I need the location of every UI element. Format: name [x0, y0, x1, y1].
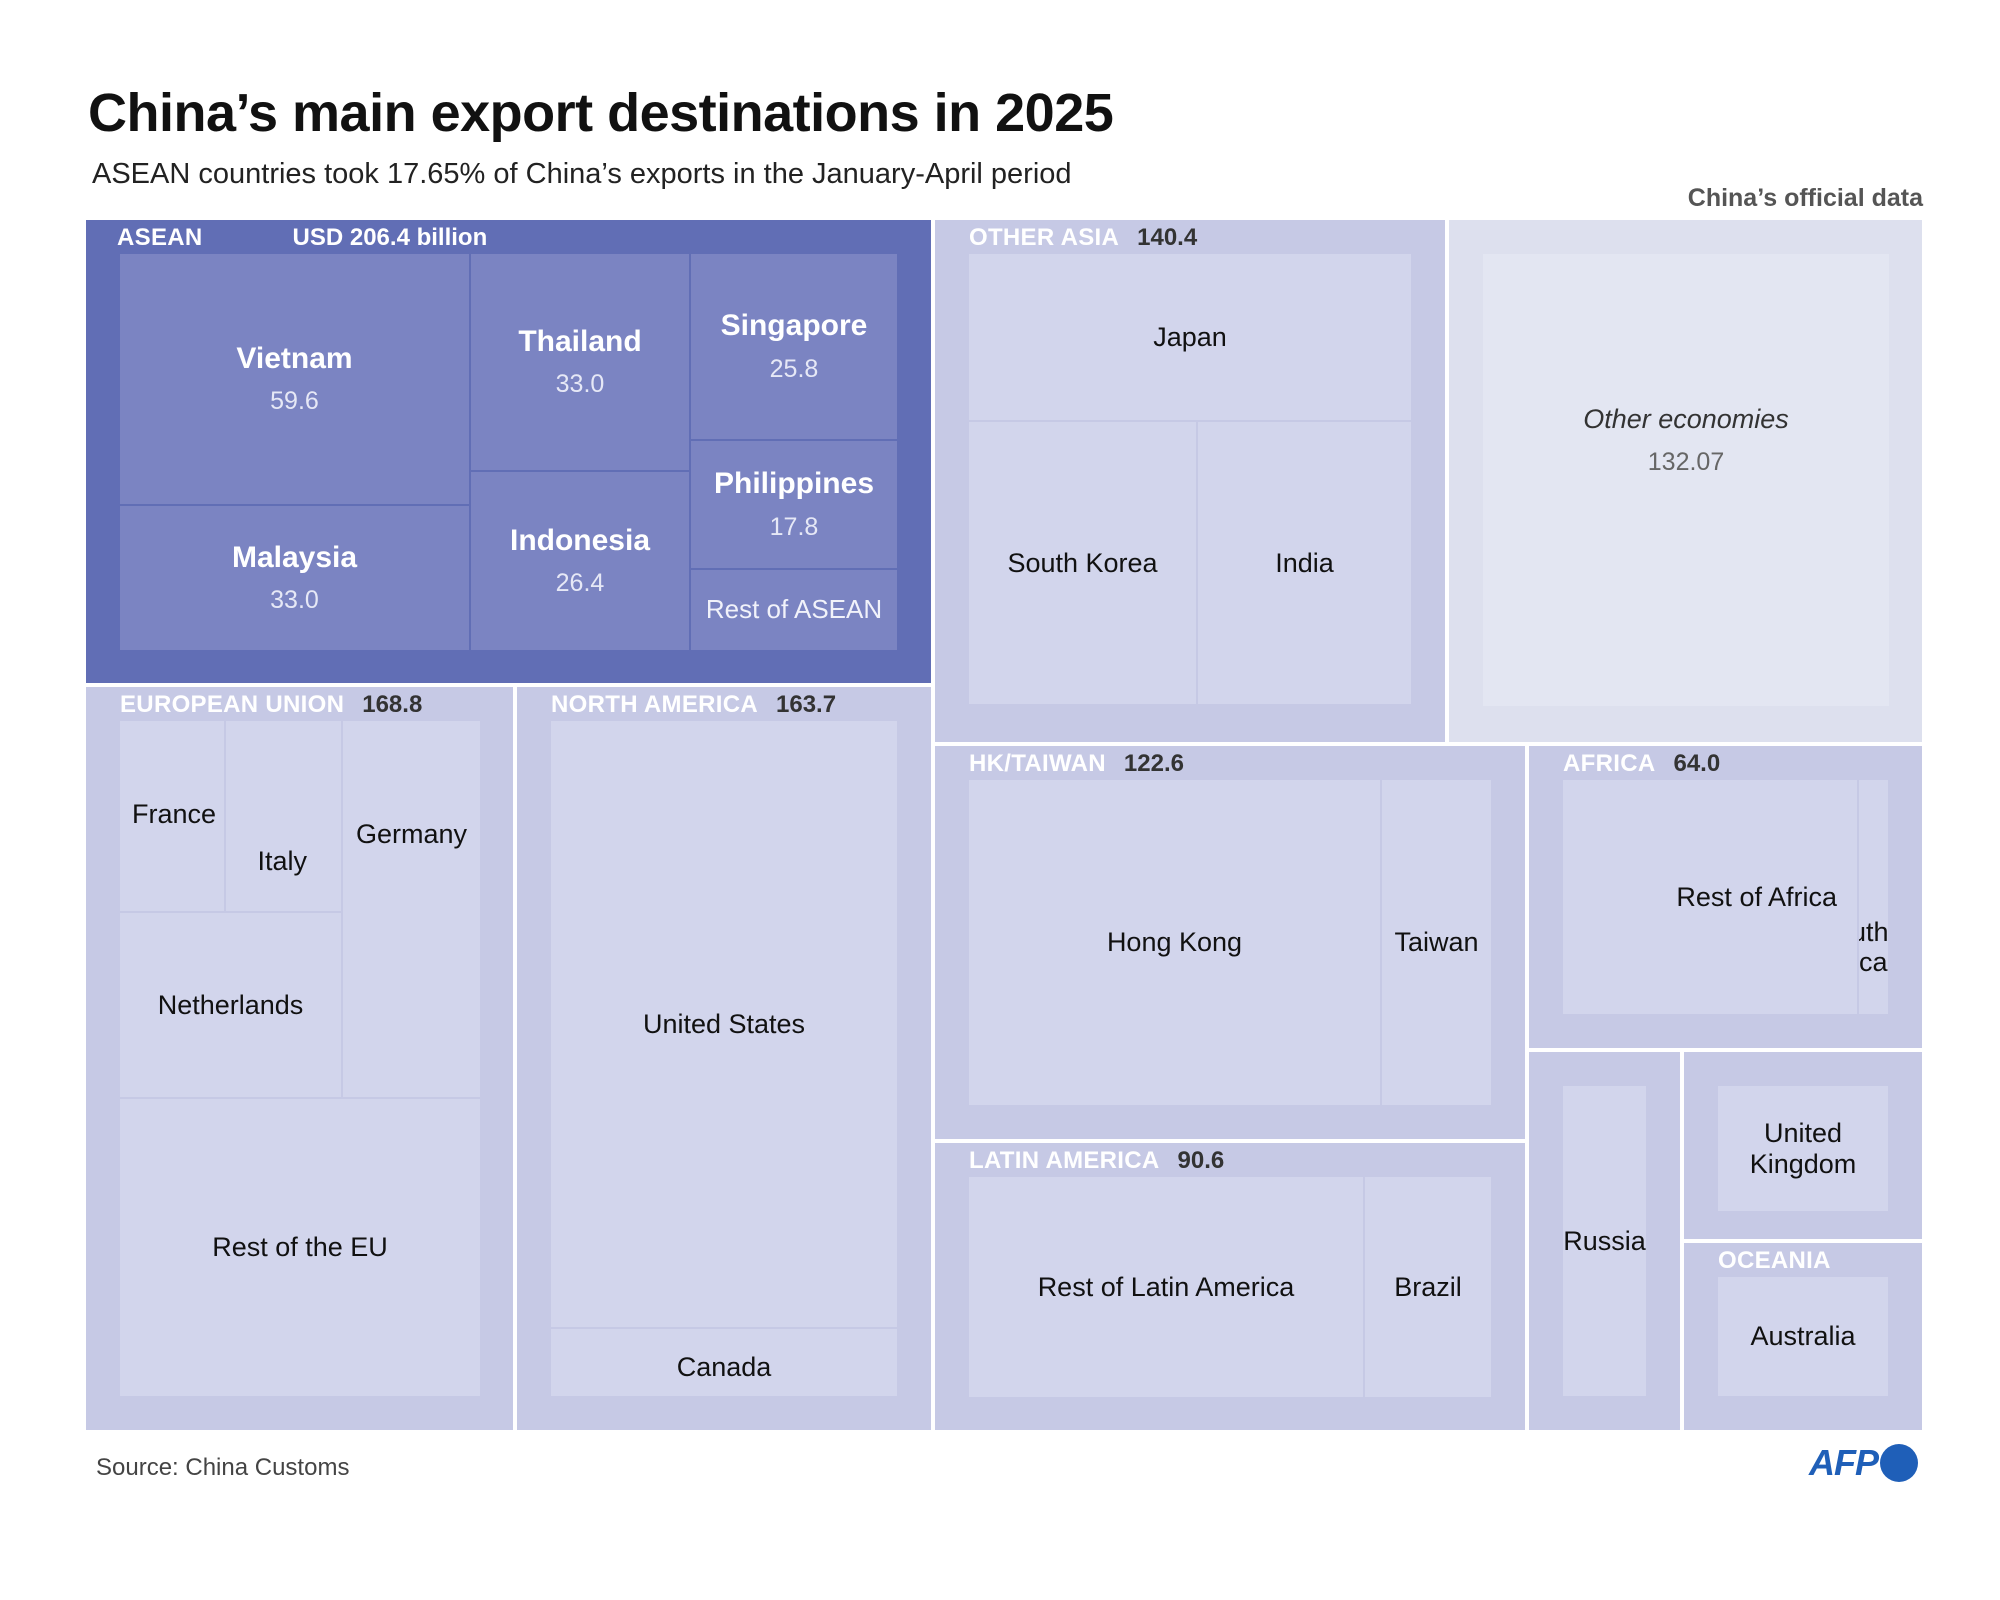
tile-label: Rest of the EU — [212, 1232, 388, 1263]
tile-malaysia: Malaysia 33.0 — [120, 506, 469, 650]
region-name: OTHER ASIA — [969, 224, 1120, 251]
tile-other-economies: Other economies 132.07 — [1483, 254, 1889, 706]
region-value: 163.7 — [776, 691, 837, 718]
tile-label: Taiwan — [1394, 927, 1479, 958]
chart-subtitle: ASEAN countries took 17.65% of China’s e… — [92, 158, 1072, 190]
region-name: HK/TAIWAN — [969, 750, 1106, 777]
region-header: HK/TAIWAN 122.6 — [969, 750, 1184, 778]
tile-germany: Germany — [343, 721, 480, 1097]
tile-label: Italy — [257, 846, 307, 876]
tile-label: France — [132, 799, 217, 829]
tile-brazil: Brazil — [1365, 1177, 1491, 1397]
tile-united-kingdom: United Kingdom — [1718, 1086, 1888, 1211]
tile-rest-of-africa: Rest of Africa — [1563, 780, 1857, 1014]
tile-label: Canada — [676, 1352, 772, 1383]
tile-thailand: Thailand 33.0 — [471, 254, 689, 470]
tile-indonesia: Indonesia 26.4 — [471, 472, 689, 650]
region-header: NORTH AMERICA 163.7 — [551, 691, 836, 719]
region-value: 90.6 — [1177, 1147, 1225, 1174]
chart-title: China’s main export destinations in 2025 — [88, 83, 1114, 143]
region-header: AFRICA 64.0 — [1563, 750, 1720, 778]
tile-label: Vietnam — [236, 341, 353, 375]
tile-australia: Australia — [1718, 1277, 1888, 1396]
tile-rest-of-latin-america: Rest of Latin America — [969, 1177, 1363, 1397]
tile-label: India — [1275, 547, 1334, 578]
region-name: OCEANIA — [1718, 1247, 1831, 1274]
tile-label: Singapore — [720, 309, 868, 343]
tile-rest-of-the-eu: Rest of the EU — [120, 1099, 480, 1396]
tile-label: Other economies — [1583, 404, 1789, 434]
tile-label: Rest of Africa — [1676, 881, 1837, 912]
tile-label: Hong Kong — [1106, 927, 1243, 958]
tile-label: Japan — [1153, 321, 1227, 352]
region-name: AFRICA — [1563, 750, 1656, 777]
tile-label: South Korea — [1007, 547, 1158, 578]
tile-label: Germany — [355, 819, 468, 849]
tile-label: Australia — [1750, 1321, 1856, 1352]
logo-dot-icon — [1880, 1444, 1918, 1482]
tile-france: France — [120, 721, 224, 911]
tile-value: 59.6 — [270, 387, 319, 416]
tile-india: India — [1198, 422, 1411, 704]
tile-italy: Italy — [226, 721, 341, 911]
region-name: ASEAN — [117, 224, 203, 251]
tile-label: Rest of Latin America — [1037, 1271, 1295, 1302]
tile-label: United Kingdom — [1749, 1118, 1857, 1179]
tile-taiwan: Taiwan — [1382, 780, 1491, 1105]
tile-label: Netherlands — [157, 989, 304, 1020]
tile-vietnam: Vietnam 59.6 — [120, 254, 469, 504]
region-name: NORTH AMERICA — [551, 691, 758, 718]
tile-south-africa: South Africa — [1859, 780, 1888, 1014]
tile-united-states: United States — [551, 721, 897, 1327]
tile-label: Brazil — [1394, 1271, 1462, 1302]
tile-singapore: Singapore 25.8 — [691, 254, 897, 439]
region-header: LATIN AMERICA 90.6 — [969, 1147, 1224, 1175]
region-header: ASEAN USD 206.4 billion — [117, 224, 487, 252]
region-value: 140.4 — [1137, 224, 1198, 251]
tile-south-korea: South Korea — [969, 422, 1196, 704]
tile-japan: Japan — [969, 254, 1411, 420]
tile-value: 26.4 — [555, 569, 605, 598]
tile-value: 33.0 — [270, 586, 319, 615]
tile-hong-kong: Hong Kong — [969, 780, 1380, 1105]
tile-value: 132.07 — [1647, 448, 1725, 477]
tile-canada: Canada — [551, 1329, 897, 1396]
tile-rest-of-asean: Rest of ASEAN — [691, 570, 897, 650]
tile-label: South Africa — [1859, 916, 1888, 977]
region-header: OCEANIA — [1718, 1247, 1831, 1275]
region-value: 64.0 — [1673, 750, 1721, 777]
tile-label: Russia — [1563, 1225, 1646, 1256]
region-name: LATIN AMERICA — [969, 1147, 1160, 1174]
region-name: EUROPEAN UNION — [120, 691, 345, 718]
treemap-chart: ASEAN USD 206.4 billion Vietnam 59.6 Malaysi… — [86, 220, 1922, 1430]
tile-value: 33.0 — [555, 370, 605, 399]
logo-text: AFP — [1809, 1442, 1879, 1483]
tile-russia: Russia — [1563, 1086, 1646, 1396]
tile-label: Indonesia — [509, 523, 651, 557]
region-header: OTHER ASIA 140.4 — [969, 224, 1197, 252]
tile-label: United States — [642, 1008, 806, 1039]
region-value: USD 206.4 billion — [292, 224, 488, 251]
afp-logo: AFP — [1809, 1442, 1918, 1484]
tile-philippines: Philippines 17.8 — [691, 441, 897, 568]
region-value: 168.8 — [362, 691, 423, 718]
region-value: 122.6 — [1123, 750, 1184, 777]
tile-netherlands: Netherlands — [120, 913, 341, 1097]
source-note: Source: China Customs — [96, 1454, 350, 1481]
tile-label: Rest of ASEAN — [705, 594, 883, 625]
data-credit: China’s official data — [1687, 184, 1923, 212]
tile-value: 17.8 — [769, 512, 819, 541]
region-header: EUROPEAN UNION 168.8 — [120, 691, 422, 719]
tile-label: Malaysia — [231, 540, 358, 574]
tile-label: Philippines — [713, 467, 875, 501]
tile-value: 25.8 — [769, 354, 819, 383]
tile-label: Thailand — [518, 324, 642, 358]
